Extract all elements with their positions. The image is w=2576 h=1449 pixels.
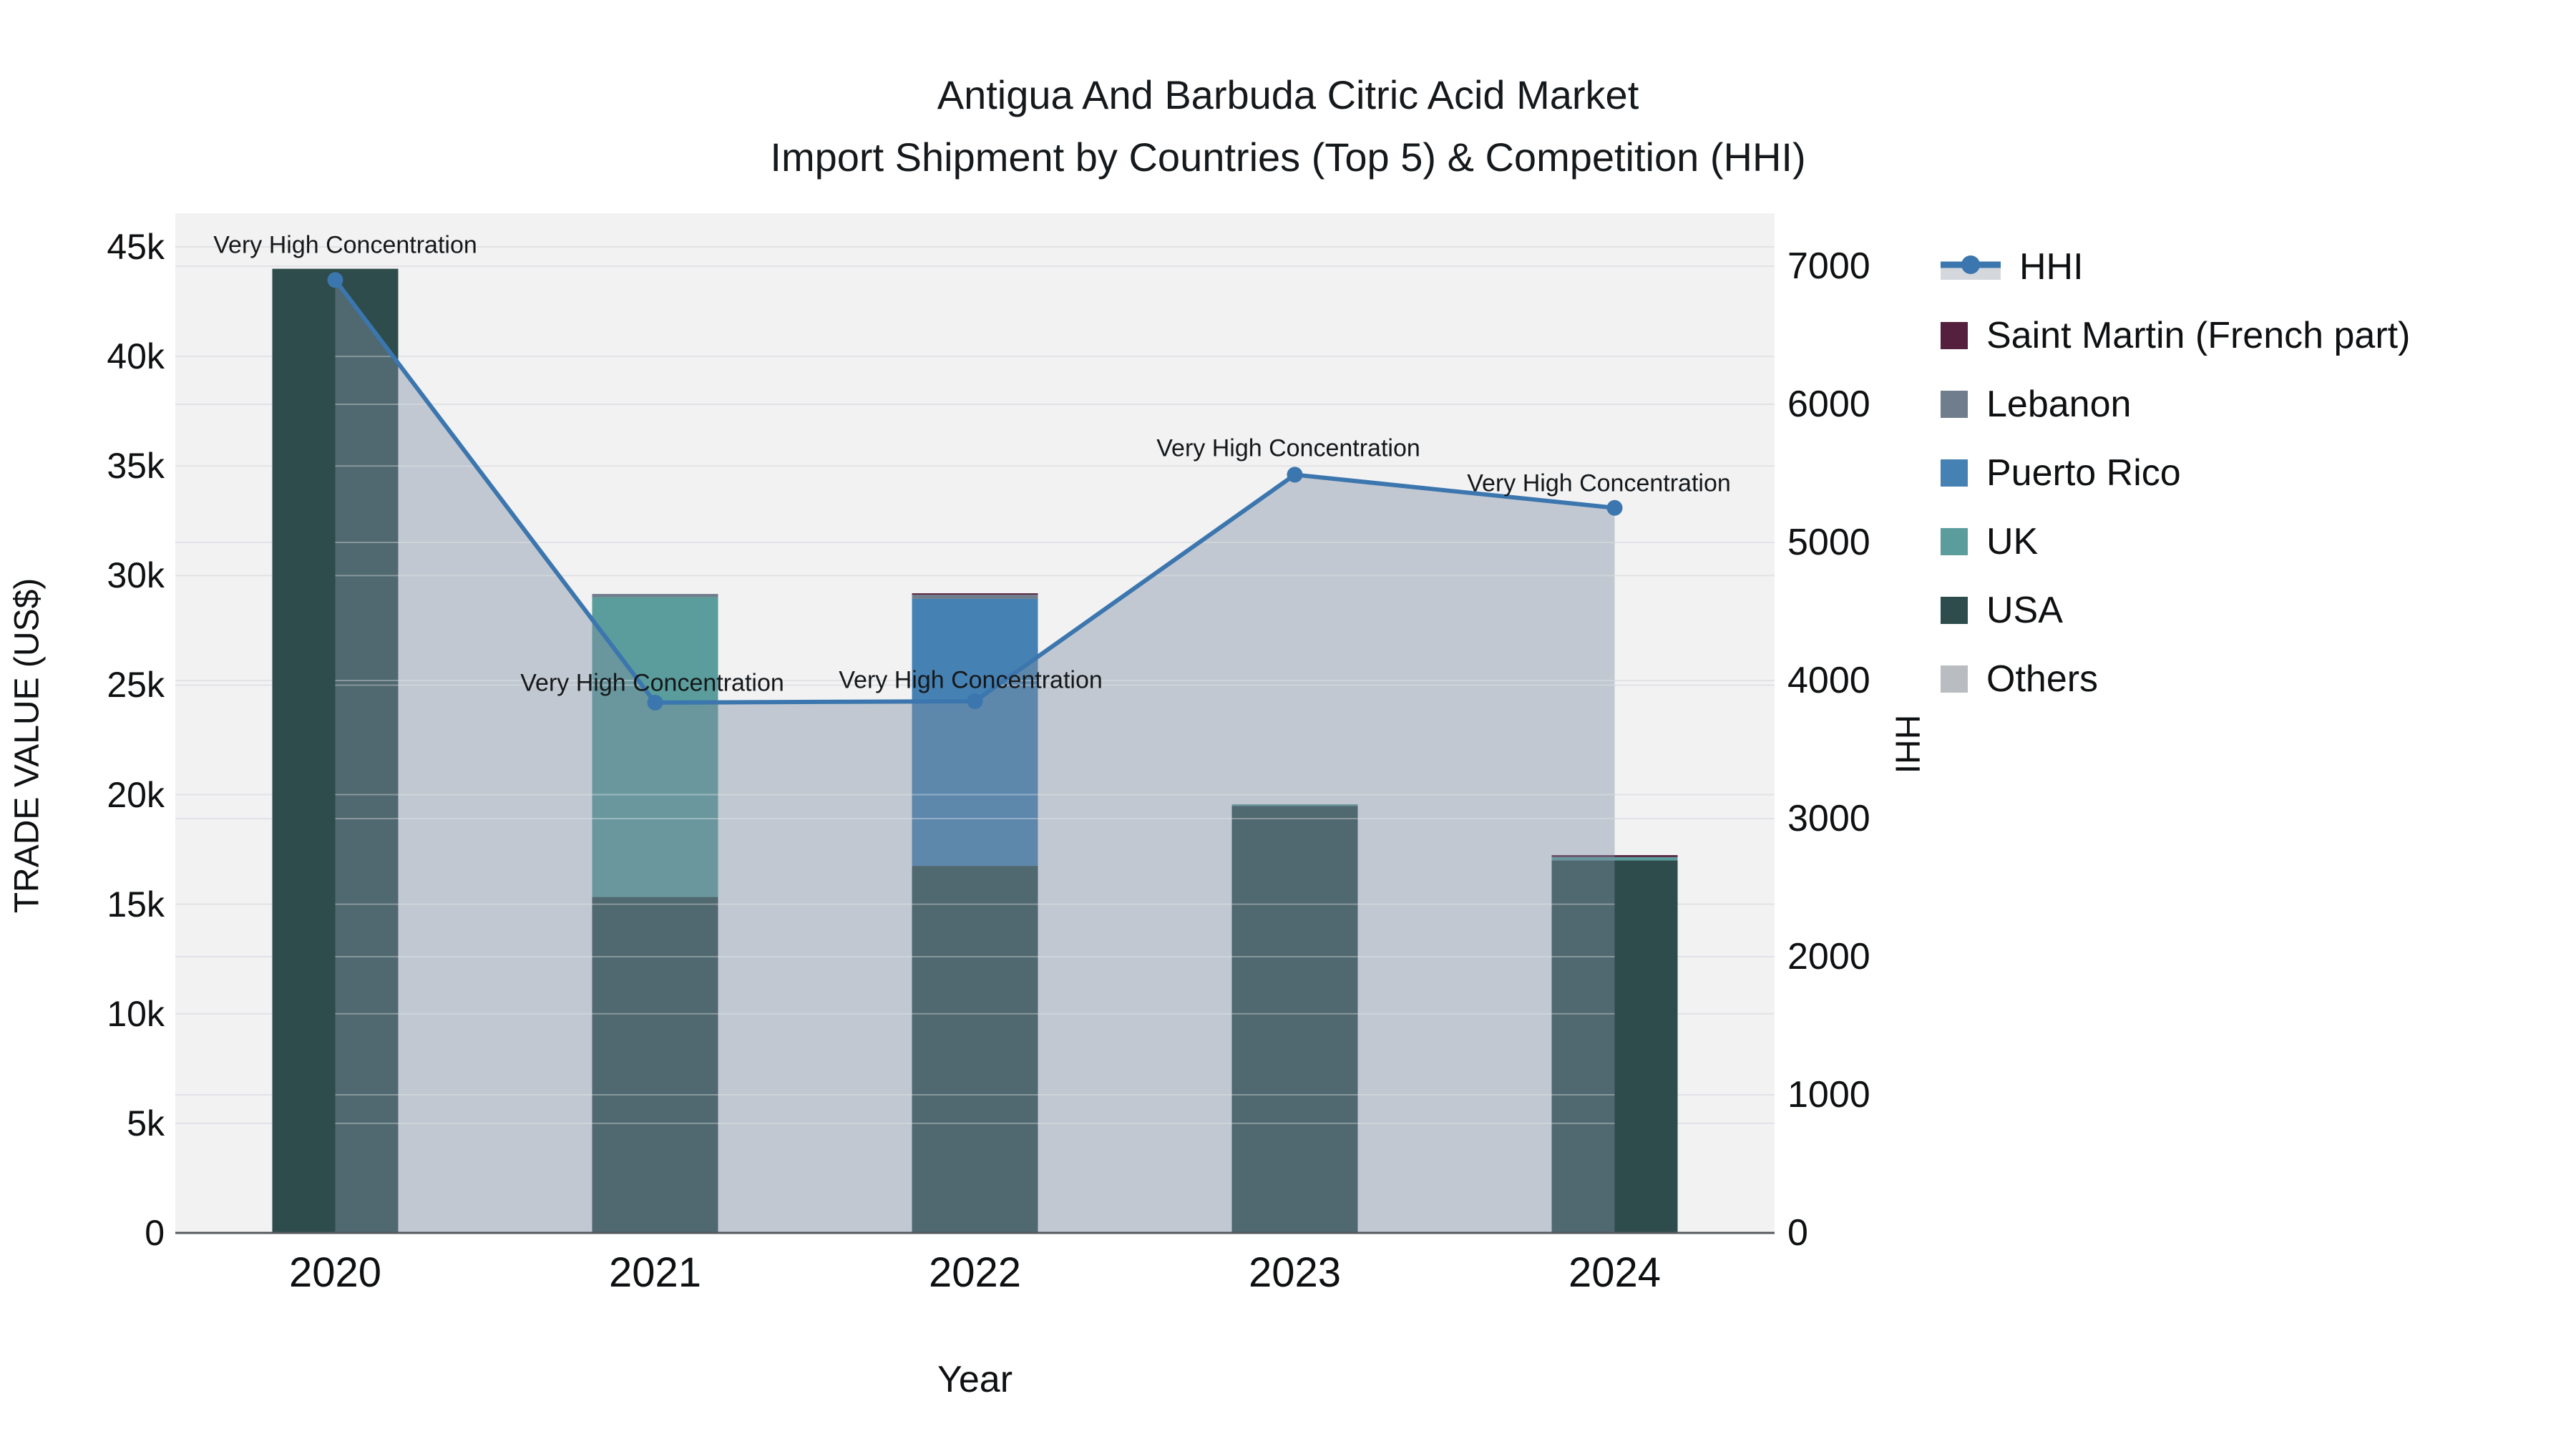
- legend-swatch-lebanon: [1941, 391, 1968, 418]
- x-tick-2021: 2021: [608, 1249, 702, 1296]
- hhi-marker-2024[interactable]: [1606, 499, 1623, 516]
- legend-label: Puerto Rico: [1986, 452, 2181, 494]
- bar-segment-usa-2023[interactable]: [1231, 806, 1358, 1233]
- bar-segment-saint-martin-french-part--2022[interactable]: [912, 593, 1038, 595]
- right-tick-6000: 6000: [1787, 384, 1870, 425]
- hhi-marker-2020[interactable]: [327, 272, 343, 288]
- bar-segment-uk-2024[interactable]: [1551, 857, 1678, 861]
- bar-segment-puerto-rico-2022[interactable]: [912, 598, 1038, 867]
- hhi-marker-2022[interactable]: [967, 693, 983, 709]
- left-tick-0: 0: [145, 1213, 165, 1253]
- bar-segment-usa-2022[interactable]: [912, 866, 1038, 1233]
- bar-segment-lebanon-2022[interactable]: [912, 595, 1038, 599]
- hhi-marker-2023[interactable]: [1287, 467, 1303, 483]
- right-tick-4000: 4000: [1787, 660, 1870, 701]
- legend-swatch-puerto-rico: [1941, 459, 1968, 487]
- legend-item-usa[interactable]: USA: [1941, 589, 2063, 632]
- x-tick-2023: 2023: [1248, 1249, 1342, 1296]
- hhi-annotation-2023: Very High Concentration: [1156, 434, 1420, 462]
- x-axis-title: Year: [937, 1359, 1013, 1400]
- hhi-annotation-2020: Very High Concentration: [213, 231, 477, 259]
- legend-item-uk[interactable]: UK: [1941, 520, 2038, 563]
- legend-label: HHI: [2019, 246, 2084, 288]
- hhi-line-icon: [1941, 255, 2001, 280]
- left-tick-35k: 35k: [107, 446, 165, 487]
- legend-item-puerto-rico[interactable]: Puerto Rico: [1941, 452, 2181, 494]
- right-tick-7000: 7000: [1787, 245, 1870, 287]
- legend-label: Saint Martin (French part): [1986, 315, 2411, 356]
- left-tick-5k: 5k: [127, 1103, 165, 1143]
- legend-label: Lebanon: [1986, 384, 2132, 425]
- left-axis-title: TRADE VALUE (US$): [8, 577, 47, 914]
- right-tick-2000: 2000: [1787, 936, 1870, 977]
- legend-item-others[interactable]: Others: [1941, 658, 2098, 701]
- legend-label: USA: [1986, 590, 2063, 631]
- bar-segment-lebanon-2021[interactable]: [592, 594, 718, 597]
- x-tick-2020: 2020: [288, 1249, 382, 1296]
- left-tick-45k: 45k: [107, 227, 165, 267]
- hhi-annotation-2022: Very High Concentration: [839, 666, 1103, 694]
- legend-item-hhi[interactable]: HHI: [1941, 245, 2084, 288]
- left-tick-10k: 10k: [107, 993, 165, 1034]
- right-tick-0: 0: [1787, 1212, 1808, 1254]
- legend-swatch-usa: [1941, 597, 1968, 624]
- bar-segment-usa-2024[interactable]: [1551, 860, 1678, 1233]
- hhi-annotation-2024: Very High Concentration: [1467, 469, 1731, 497]
- bar-segment-saint-martin-french-part--2024[interactable]: [1551, 855, 1678, 857]
- legend-label: Others: [1986, 658, 2099, 700]
- left-tick-30k: 30k: [107, 555, 165, 596]
- left-tick-25k: 25k: [107, 665, 165, 706]
- left-tick-15k: 15k: [107, 884, 165, 924]
- right-tick-5000: 5000: [1787, 522, 1870, 563]
- hhi-marker-2021[interactable]: [647, 694, 663, 711]
- x-tick-2024: 2024: [1568, 1249, 1662, 1296]
- bar-segment-usa-2020[interactable]: [272, 268, 399, 1234]
- legend-swatch-others: [1941, 665, 1968, 693]
- chart-title-line1: Antigua And Barbuda Citric Acid Market: [937, 72, 1639, 117]
- hhi-annotation-2021: Very High Concentration: [520, 669, 784, 697]
- legend-item-lebanon[interactable]: Lebanon: [1941, 383, 2131, 426]
- left-tick-40k: 40k: [107, 336, 165, 377]
- right-tick-1000: 1000: [1787, 1074, 1870, 1116]
- right-axis-title: HHI: [1888, 714, 1926, 774]
- bar-segment-uk-2023[interactable]: [1231, 804, 1358, 806]
- chart-title-line2: Import Shipment by Countries (Top 5) & C…: [770, 135, 1806, 180]
- x-tick-2022: 2022: [928, 1249, 1022, 1296]
- left-tick-20k: 20k: [107, 774, 165, 815]
- legend-item-saint-martin-french-part-[interactable]: Saint Martin (French part): [1941, 314, 2410, 357]
- right-tick-3000: 3000: [1787, 798, 1870, 839]
- legend-label: UK: [1986, 521, 2039, 562]
- hhi-area-fill: [335, 280, 1615, 1233]
- legend-swatch-uk: [1941, 528, 1968, 555]
- legend-swatch-saint-martin-french-part-: [1941, 322, 1968, 349]
- bar-segment-usa-2021[interactable]: [592, 897, 718, 1233]
